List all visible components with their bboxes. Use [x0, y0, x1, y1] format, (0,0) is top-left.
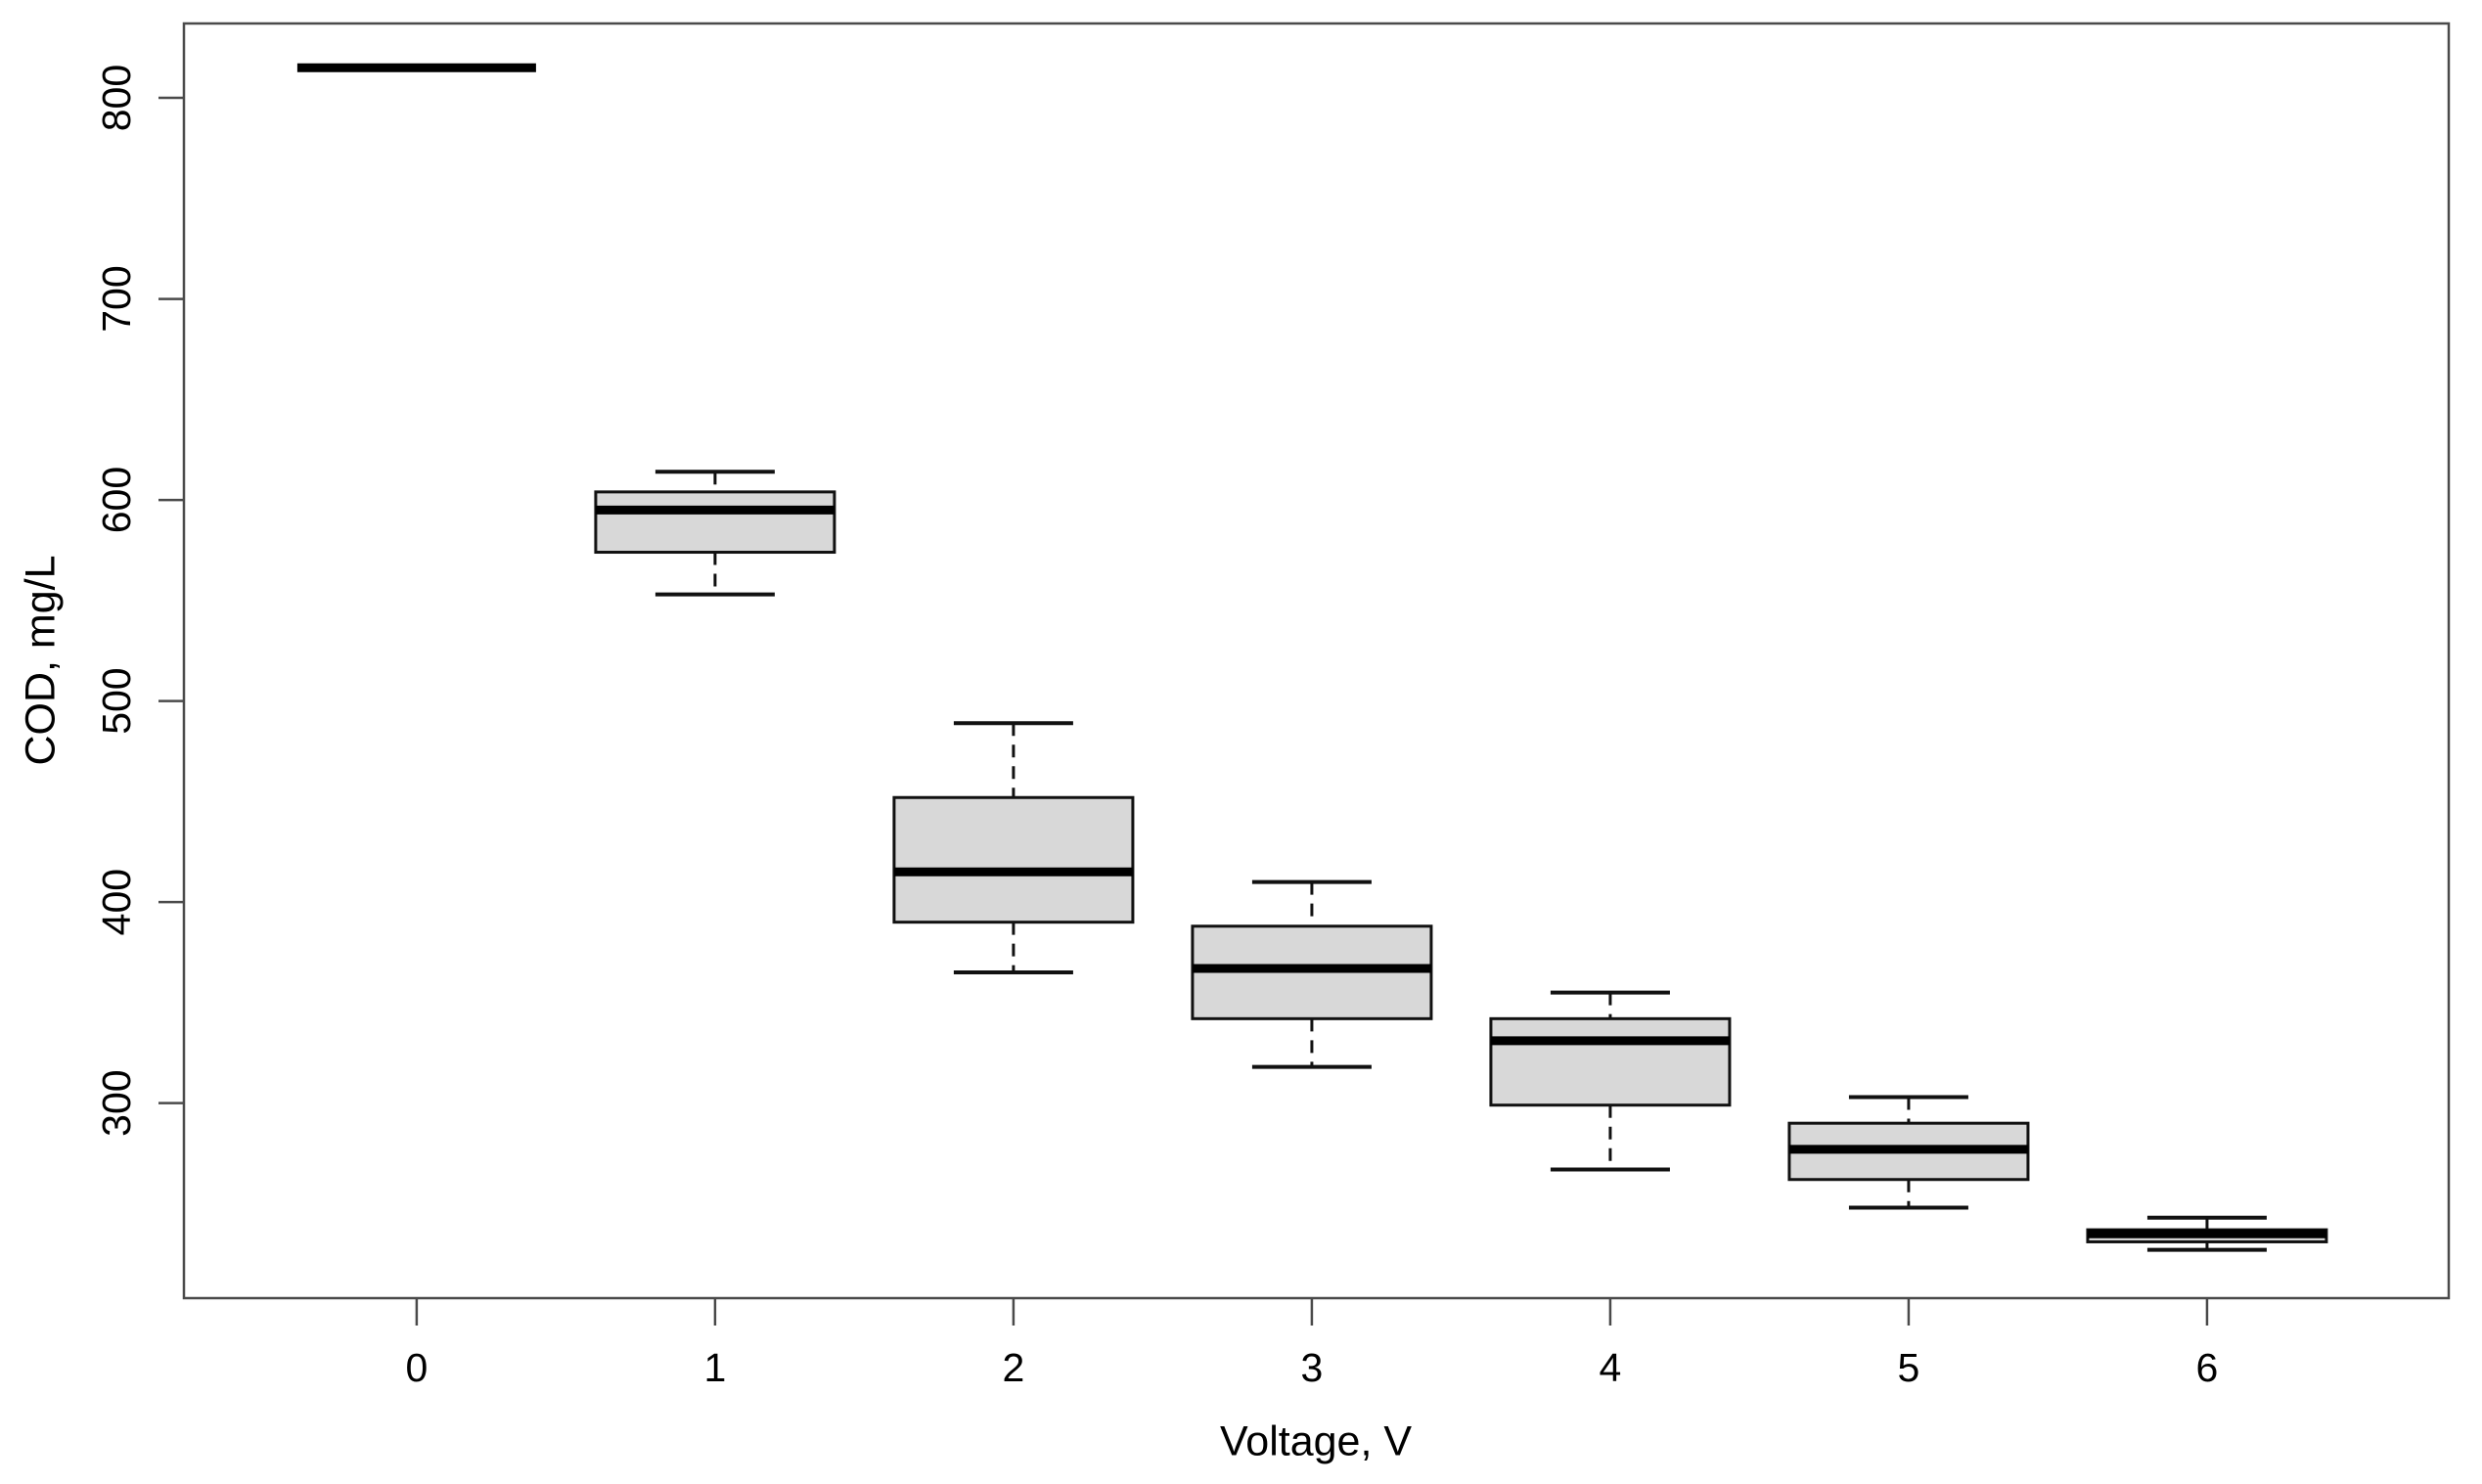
- box-4: [1489, 1016, 1732, 1107]
- y-axis-title: COD, mg/L: [17, 555, 65, 766]
- y-tick-label: 300: [94, 1069, 139, 1136]
- x-tick-label: 1: [704, 1345, 727, 1390]
- x-tick-label: 0: [405, 1345, 428, 1390]
- x-tick-label: 4: [1600, 1345, 1622, 1390]
- x-tick-label: 5: [1898, 1345, 1920, 1390]
- plot-border: [182, 22, 2451, 1300]
- x-tick-label: 6: [2196, 1345, 2219, 1390]
- box-1: [594, 490, 836, 555]
- x-tick-label: 3: [1301, 1345, 1324, 1390]
- box-2: [892, 795, 1135, 924]
- x-axis-title: Voltage, V: [1219, 1417, 1413, 1465]
- y-tick-label: 500: [94, 667, 139, 734]
- y-tick-label: 400: [94, 869, 139, 935]
- y-tick-label: 600: [94, 467, 139, 533]
- y-tick-label: 700: [94, 265, 139, 332]
- y-tick-label: 800: [94, 65, 139, 131]
- x-tick-label: 2: [1003, 1345, 1025, 1390]
